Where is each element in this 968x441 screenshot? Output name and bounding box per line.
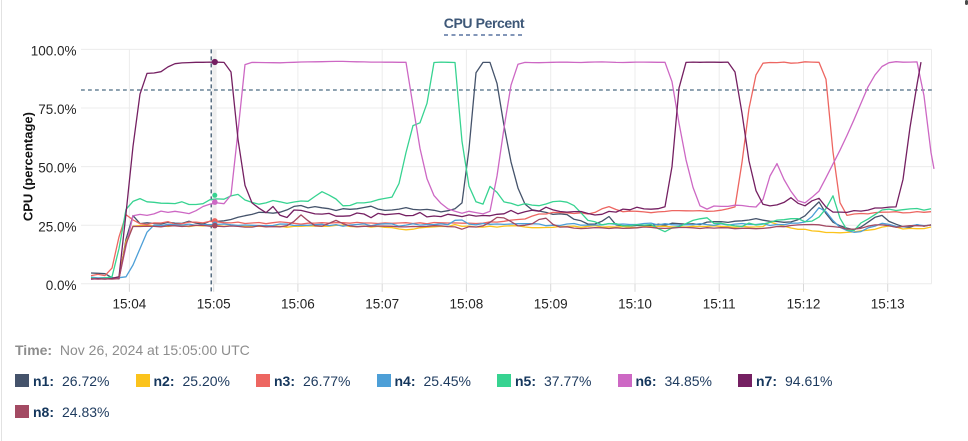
svg-text:15:05: 15:05 <box>197 297 231 312</box>
svg-text:15:10: 15:10 <box>618 297 652 312</box>
svg-text:15:11: 15:11 <box>703 297 736 312</box>
svg-text:15:09: 15:09 <box>534 297 568 312</box>
svg-text:15:04: 15:04 <box>113 297 147 312</box>
svg-text:25.0%: 25.0% <box>38 219 76 234</box>
svg-text:15:07: 15:07 <box>365 297 399 312</box>
svg-text:15:12: 15:12 <box>787 297 821 312</box>
svg-text:15:13: 15:13 <box>871 297 905 312</box>
svg-text:0.0%: 0.0% <box>46 278 77 293</box>
svg-text:50.0%: 50.0% <box>38 161 76 176</box>
svg-text:CPU (percentage): CPU (percentage) <box>21 112 36 221</box>
svg-text:75.0%: 75.0% <box>38 102 76 117</box>
svg-text:15:06: 15:06 <box>281 297 315 312</box>
svg-text:15:08: 15:08 <box>450 297 484 312</box>
svg-text:100.0%: 100.0% <box>31 44 77 59</box>
